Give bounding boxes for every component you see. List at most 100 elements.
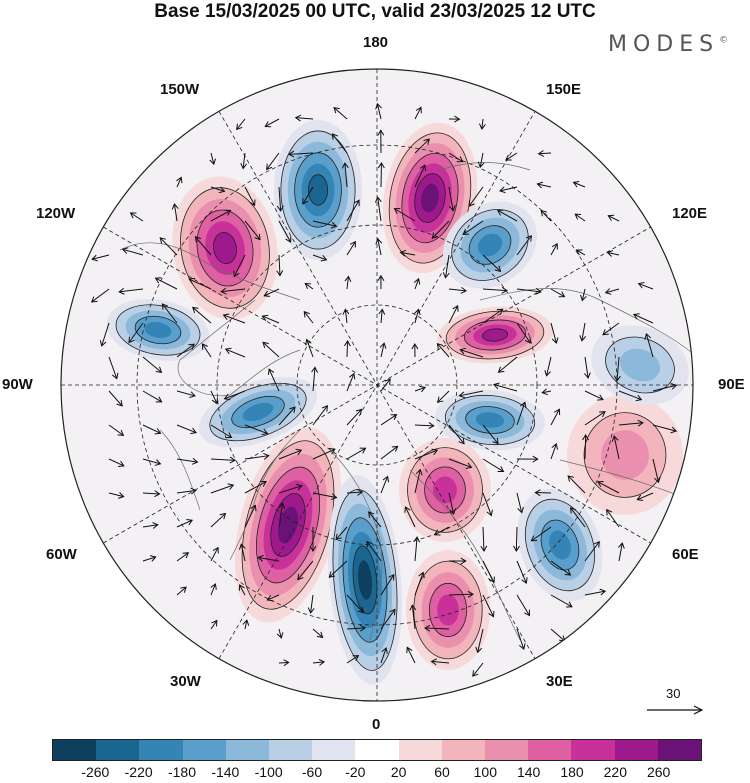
colorbar — [52, 739, 702, 761]
wind-arrow — [142, 356, 163, 373]
wind-arrow — [406, 646, 416, 664]
anomaly-high-labrador — [234, 427, 342, 623]
wind-arrow — [414, 106, 422, 120]
wind-arrow — [304, 282, 314, 290]
colorbar-swatch — [139, 740, 183, 760]
wind-arrow — [540, 209, 552, 222]
wind-arrow — [652, 458, 661, 484]
wind-arrow — [176, 390, 196, 398]
wind-arrow — [288, 150, 314, 158]
wind-arrow — [346, 488, 364, 496]
wind-arrow — [344, 275, 352, 290]
colorbar-tick-label: 180 — [560, 764, 584, 780]
wind-arrow — [448, 424, 465, 445]
anomaly-contour-line — [424, 466, 466, 514]
wind-arrow — [393, 208, 416, 222]
wind-arrow — [436, 342, 450, 358]
wind-arrow — [176, 519, 194, 528]
wind-arrow — [262, 341, 280, 358]
wind-arrow — [448, 115, 461, 123]
wind-arrow — [482, 560, 495, 584]
wind-arrow — [550, 594, 573, 608]
anomaly-contour-line — [465, 406, 515, 434]
anomaly-contour-line — [451, 209, 529, 281]
wind-arrow — [297, 560, 314, 581]
wind-arrow — [312, 628, 324, 639]
anomaly-contour-line — [231, 395, 285, 429]
wind-arrow — [210, 583, 217, 596]
colorbar-tick-label: 260 — [646, 764, 671, 780]
wind-arrow — [176, 343, 195, 358]
anomaly-contour-band — [482, 328, 508, 342]
wind-arrow — [430, 658, 450, 666]
wind-arrow — [413, 536, 421, 562]
anomaly-contour-line — [414, 173, 446, 223]
wind-arrow — [618, 542, 625, 562]
anomaly-high-pacific-northeast — [382, 122, 478, 274]
wind-arrow — [333, 106, 348, 120]
anomaly-contour-band — [619, 348, 661, 382]
colorbar-tick-label: -260 — [81, 764, 110, 780]
anomaly-contour-line — [196, 209, 254, 287]
reference-vector-value: 30 — [666, 686, 681, 701]
wind-arrow — [244, 186, 256, 207]
wind-arrow — [516, 322, 531, 344]
anomaly-contour-line — [444, 394, 536, 446]
anomaly-low-canada-west — [106, 299, 210, 361]
wind-arrow — [176, 176, 183, 188]
wind-arrow — [188, 277, 212, 290]
wind-arrow — [448, 152, 464, 163]
wind-arrow — [224, 347, 246, 358]
wind-arrow — [618, 390, 643, 402]
anomaly-contour-line — [583, 412, 667, 498]
anomaly-contour-line — [540, 519, 580, 571]
wind-arrow — [496, 209, 518, 222]
wind-arrow — [161, 303, 178, 324]
brand-logo: MODES© — [608, 32, 728, 57]
wind-arrow — [346, 624, 367, 632]
wind-arrow — [142, 458, 162, 466]
lon-label-120w: 120W — [36, 205, 76, 222]
anomaly-low-ural — [517, 488, 603, 602]
wind-arrow — [266, 152, 280, 171]
polar-map — [60, 68, 694, 702]
wind-arrow — [448, 286, 468, 294]
wind-arrow — [91, 254, 110, 262]
wind-arrow — [210, 483, 235, 494]
wind-arrow — [129, 212, 144, 222]
anomaly-high-alaska — [172, 176, 278, 320]
anomaly-contour-line — [413, 560, 483, 660]
colorbar-swatch — [571, 740, 615, 760]
colorbar-swatch — [225, 740, 270, 760]
wind-arrow — [505, 152, 518, 161]
wind-arrow — [142, 490, 161, 498]
wind-arrow — [499, 186, 518, 194]
wind-arrow — [414, 138, 430, 154]
wind-arrow — [459, 347, 484, 358]
wind-arrow — [482, 254, 502, 273]
colorbar-swatch — [485, 740, 529, 760]
coastline — [479, 288, 693, 361]
wind-arrow — [108, 390, 123, 407]
wind-arrow — [312, 254, 328, 262]
wind-arrow — [482, 492, 493, 517]
wind-arrow — [530, 526, 552, 542]
wind-arrow — [442, 254, 450, 279]
colorbar-swatch — [182, 740, 226, 760]
wind-arrow — [516, 234, 532, 256]
wind-arrow — [380, 475, 390, 494]
wind-arrow — [482, 286, 508, 294]
anomaly-contour-band — [308, 174, 328, 206]
parallel-line — [136, 144, 618, 626]
wind-arrow — [312, 405, 329, 426]
colorbar-swatch — [269, 740, 313, 760]
lon-label-150w: 150W — [160, 81, 200, 98]
wind-arrow — [171, 203, 179, 222]
wind-arrow — [278, 406, 296, 426]
colorbar-tick-label: 60 — [434, 764, 450, 780]
anomaly-low-kara — [435, 389, 545, 451]
wind-arrow — [108, 356, 119, 380]
anomaly-contour-band — [242, 402, 274, 422]
colorbar-tick-label: -60 — [301, 764, 323, 780]
wind-arrow — [482, 424, 499, 445]
